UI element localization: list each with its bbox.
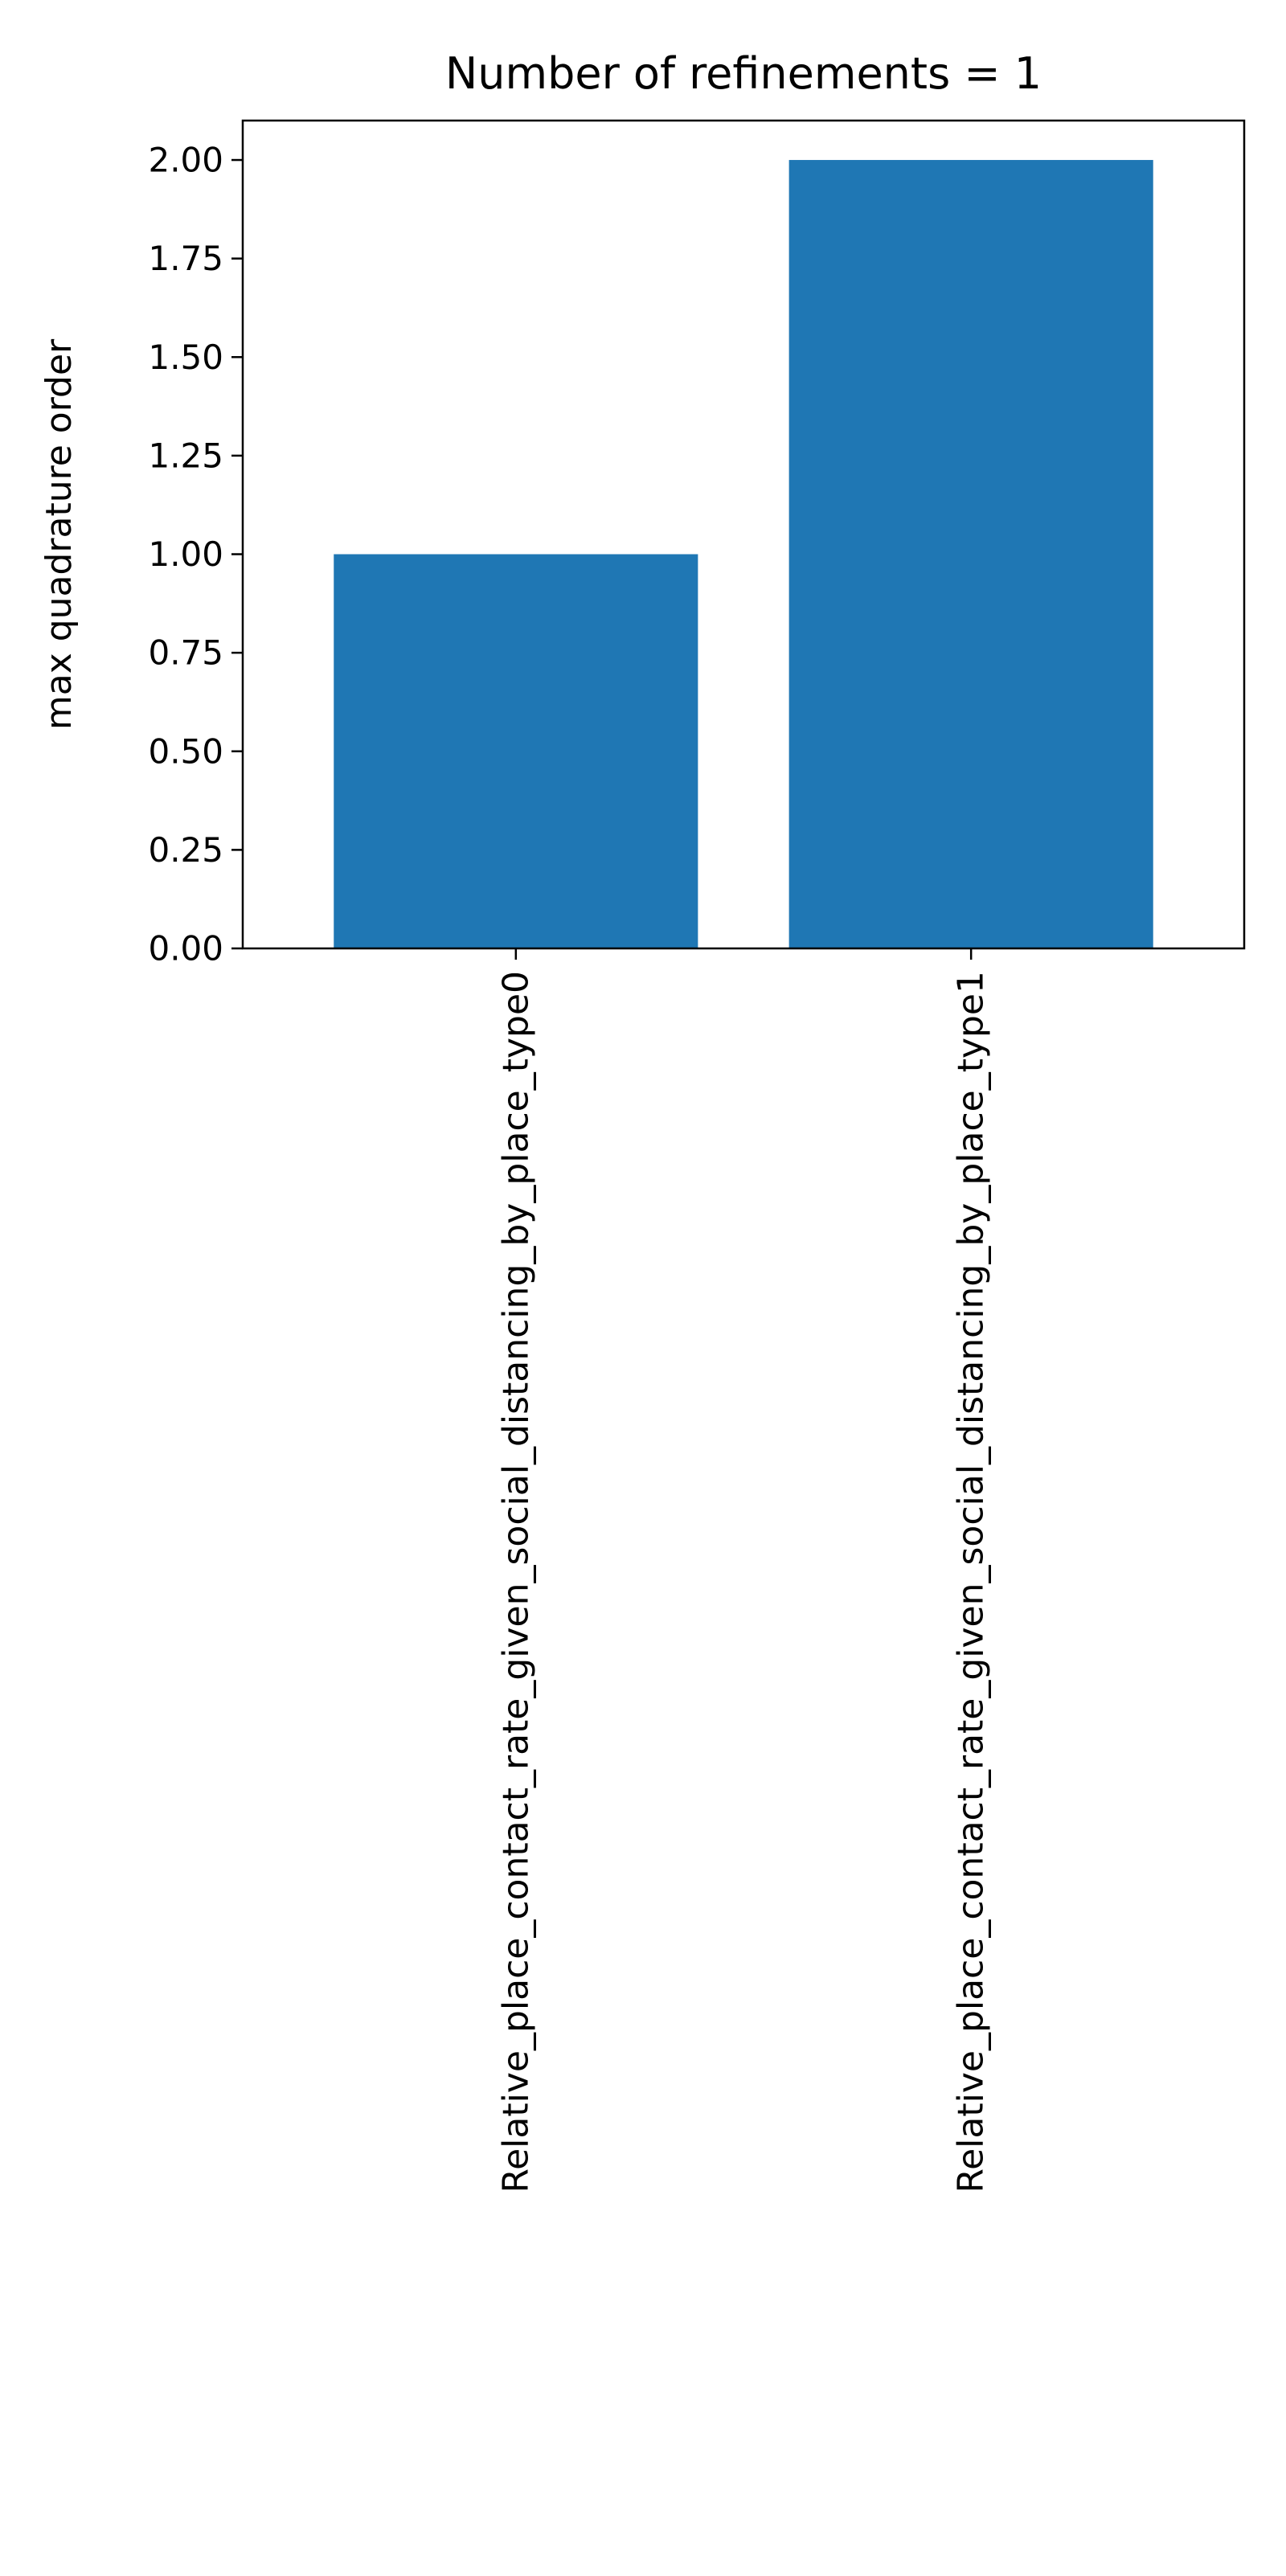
y-tick-label: 0.50 (148, 731, 223, 771)
y-tick-label: 0.75 (148, 633, 223, 673)
x-tick-label: Relative_place_contact_rate_given_social… (951, 971, 992, 2193)
x-tick-label: Relative_place_contact_rate_given_social… (495, 971, 536, 2193)
bars-layer (334, 160, 1153, 949)
y-axis-label: max quadrature order (39, 338, 80, 730)
y-tick-label: 1.25 (148, 436, 223, 475)
y-tick-label: 0.00 (148, 929, 223, 969)
y-tick-label: 1.75 (148, 239, 223, 278)
bar-0 (334, 554, 698, 948)
bar-1 (788, 160, 1153, 949)
y-tick-label: 0.25 (148, 830, 223, 870)
plot-frame (241, 119, 1246, 950)
y-tick-label: 2.00 (148, 141, 223, 180)
y-tick-label: 1.50 (148, 338, 223, 377)
y-tick-label: 1.00 (148, 534, 223, 574)
y-axis-ticks: 0.00 0.25 0.50 0.75 1.00 1.25 1.50 1.75 2.00 (148, 141, 243, 969)
chart-title: Number of refinements = 1 (445, 48, 1042, 99)
x-axis-ticks: Relative_place_contact_rate_given_social… (495, 948, 992, 2193)
